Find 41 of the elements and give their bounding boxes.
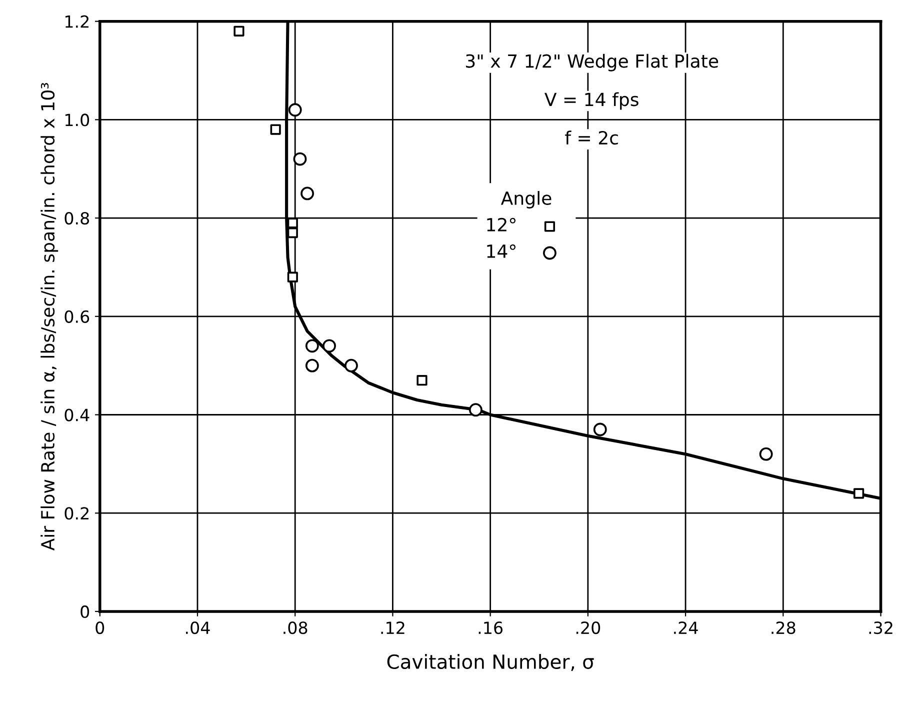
- point: [759, 447, 773, 461]
- x-tick-label: .12: [381, 621, 404, 634]
- x-tick-label: .04: [186, 621, 210, 634]
- x-tick-label: .20: [576, 621, 600, 634]
- point: [593, 422, 607, 436]
- point: [293, 152, 307, 166]
- point: [288, 103, 302, 117]
- point: [416, 375, 428, 386]
- y-tick-label: 0.2: [64, 507, 88, 520]
- y-tick-label: 0.6: [64, 310, 90, 323]
- y-tick-label: 1.0: [65, 114, 90, 126]
- x-tick-label: .24: [674, 621, 698, 634]
- x-tick-label: .08: [284, 621, 308, 634]
- y-axis-title: Air Flow Rate / sin α, lbs/sec/in. span/in. chord x 10³: [40, 82, 58, 551]
- legend-label: 14°: [487, 244, 516, 258]
- y-tick-label: 0: [80, 605, 90, 618]
- x-axis-title: Cavitation Number, σ: [387, 654, 594, 672]
- point: [234, 26, 244, 36]
- point: [287, 218, 298, 228]
- x-tick-label: 0: [96, 621, 104, 634]
- point: [287, 227, 298, 238]
- point: [344, 358, 358, 372]
- x-tick-label: .32: [869, 621, 892, 634]
- point: [854, 488, 864, 499]
- annotation: 3" x 7 1/2" Wedge Flat Plate: [466, 54, 718, 72]
- x-tick-label: .16: [478, 621, 503, 634]
- point: [287, 272, 298, 282]
- x-tick-label: .28: [772, 621, 796, 634]
- annotation: V = 14 fps: [544, 92, 638, 110]
- point: [468, 403, 482, 417]
- annotation: f = 2c: [565, 130, 618, 145]
- point: [305, 358, 319, 372]
- point: [322, 339, 336, 353]
- legend-title: Angle: [500, 191, 552, 208]
- legend-label: 12°: [487, 218, 516, 232]
- y-tick-label: 1.2: [65, 15, 88, 28]
- point: [270, 124, 281, 135]
- y-tick-label: 0.8: [64, 212, 90, 225]
- y-tick-label: 0.4: [64, 408, 90, 422]
- point: [305, 339, 319, 353]
- point: [300, 186, 314, 200]
